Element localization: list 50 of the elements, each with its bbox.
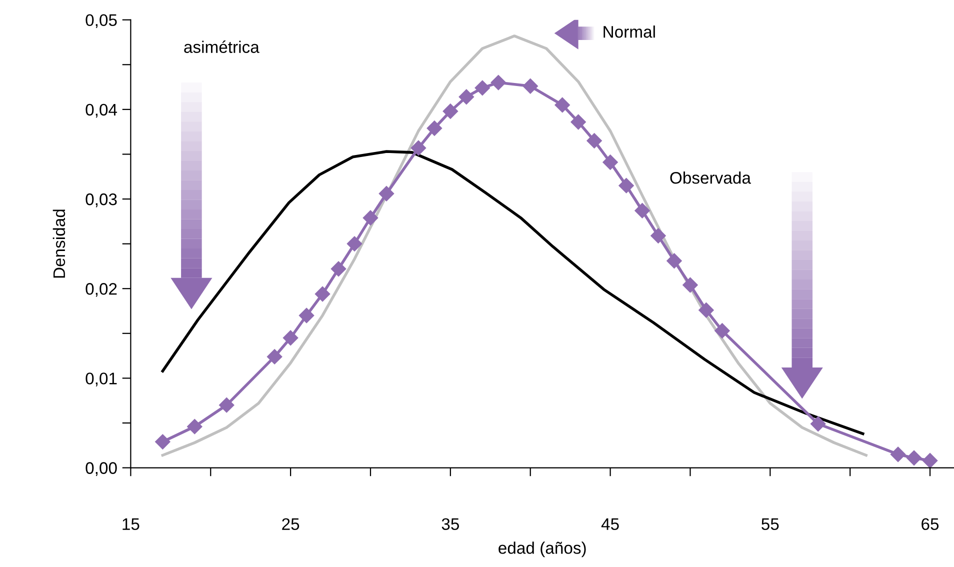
point bbox=[219, 397, 234, 413]
point bbox=[618, 178, 634, 194]
y-tick-label: 0,00 bbox=[86, 462, 117, 476]
point bbox=[906, 450, 922, 466]
point bbox=[554, 97, 570, 113]
y-tick-label: 0,02 bbox=[86, 283, 117, 297]
point bbox=[602, 154, 618, 170]
annotation: asimétrica bbox=[184, 40, 260, 53]
point bbox=[442, 104, 458, 119]
y-tick-label: 0,05 bbox=[86, 14, 117, 28]
point bbox=[426, 120, 442, 136]
x-tick-label: 45 bbox=[601, 518, 619, 530]
point bbox=[922, 453, 938, 468]
x-tick-label: 35 bbox=[442, 518, 459, 530]
y-tick-label: 0,03 bbox=[86, 193, 117, 208]
point bbox=[155, 434, 170, 450]
point bbox=[298, 308, 314, 324]
point bbox=[378, 186, 394, 202]
y-axis-title: Densidad bbox=[52, 210, 66, 278]
point bbox=[187, 418, 202, 434]
point bbox=[490, 74, 506, 90]
x-tick-label: 25 bbox=[282, 518, 300, 530]
point bbox=[650, 228, 666, 244]
point bbox=[586, 133, 602, 148]
point bbox=[267, 349, 282, 364]
y-tick-label: 0,04 bbox=[86, 104, 118, 118]
point bbox=[570, 114, 586, 130]
point bbox=[810, 416, 826, 432]
point bbox=[474, 80, 490, 96]
x-axis-title: edad (años) bbox=[498, 542, 586, 558]
point bbox=[410, 140, 426, 156]
point bbox=[890, 446, 906, 462]
point bbox=[682, 277, 698, 293]
x-tick-label: 15 bbox=[122, 518, 140, 530]
point bbox=[314, 286, 330, 302]
point bbox=[666, 253, 682, 268]
point bbox=[458, 89, 474, 104]
point bbox=[634, 203, 650, 218]
point bbox=[522, 78, 538, 94]
point bbox=[698, 302, 714, 318]
annotation: Normal bbox=[604, 26, 655, 38]
point bbox=[330, 261, 346, 276]
point bbox=[362, 210, 378, 226]
y-tick-label: 0,01 bbox=[86, 372, 117, 386]
point bbox=[282, 330, 298, 346]
x-tick-label: 65 bbox=[922, 518, 939, 530]
annotation: Observada bbox=[670, 172, 751, 184]
point bbox=[346, 236, 362, 252]
point bbox=[714, 323, 730, 338]
x-tick-label: 55 bbox=[762, 518, 779, 530]
